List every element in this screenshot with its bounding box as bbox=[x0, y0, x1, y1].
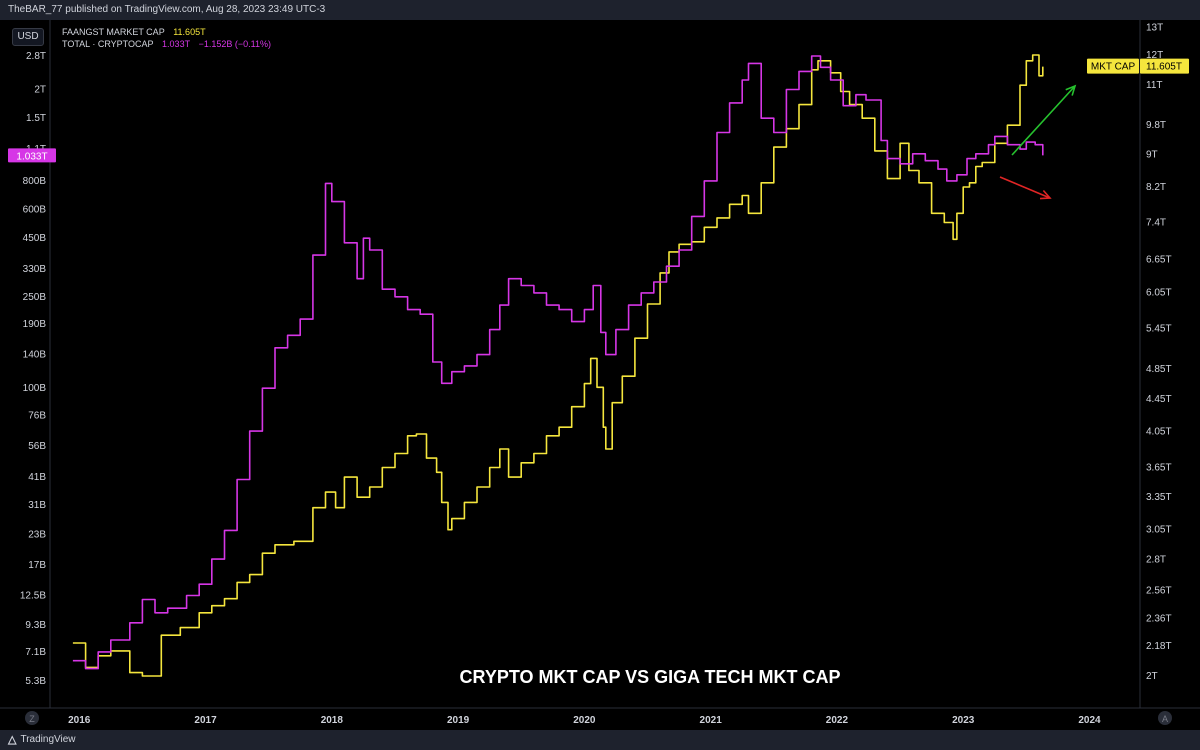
arrow-up-shaft bbox=[1011, 85, 1076, 156]
left-tick-label: 23B bbox=[28, 530, 46, 541]
price-labels: 1.033T MKT CAP 11.605T bbox=[8, 58, 1189, 163]
faangst-price-tag bbox=[1140, 58, 1189, 74]
legend-series2-value: 1.033T bbox=[162, 39, 191, 49]
left-tick-label: 9.3B bbox=[25, 620, 46, 631]
series-line-crypto bbox=[72, 55, 1044, 670]
right-tick-label: 6.65T bbox=[1146, 255, 1172, 266]
mktcap-name-tag-label: MKT CAP bbox=[1091, 62, 1136, 73]
left-tick-label: 100B bbox=[23, 383, 47, 394]
left-tick-label: 250B bbox=[23, 292, 47, 303]
publish-line: TheBAR_77 published on TradingView.com, … bbox=[8, 4, 326, 15]
legend-series2-change: −1.152B (−0.11%) bbox=[198, 39, 271, 49]
series-line-faangst bbox=[72, 54, 1044, 677]
legend-row-crypto[interactable]: TOTAL · CRYPTOCAP 1.033T −1.152B (−0.11%… bbox=[62, 38, 277, 50]
left-tick-label: 5.3B bbox=[25, 676, 46, 687]
left-tick-label: 600B bbox=[23, 205, 47, 216]
right-tick-label: 5.45T bbox=[1146, 324, 1172, 335]
right-tick-label: 2.8T bbox=[1146, 554, 1166, 565]
x-tick-label: 2017 bbox=[194, 715, 217, 726]
x-tick-label: 2021 bbox=[700, 715, 723, 726]
left-tick-label: 800B bbox=[23, 176, 47, 187]
auto-scale-left-button[interactable] bbox=[25, 711, 39, 725]
arrow-down-shaft bbox=[999, 176, 1051, 199]
auto-scale-left-label: Z bbox=[29, 714, 35, 724]
crypto-price-tag-label: 1.033T bbox=[16, 151, 47, 162]
x-tick-label: 2024 bbox=[1078, 715, 1101, 726]
left-tick-label: 2T bbox=[34, 85, 46, 96]
footer-bar: △ TradingView bbox=[0, 730, 1200, 750]
right-tick-label: 4.85T bbox=[1146, 364, 1172, 375]
right-price-axis[interactable]: 13T 12T 11T 9.8T 9T 8.2T 7.4T 6.65T 6.05T 5.45T 4.… bbox=[1146, 22, 1172, 682]
chart-area[interactable]: 2016 2017 2018 2019 2020 2021 2022 2023 2024 Z A 2… bbox=[0, 20, 1200, 730]
tradingview-brand: TradingView bbox=[20, 734, 76, 745]
chart-title: CRYPTO MKT CAP VS GIGA TECH MKT CAP bbox=[459, 667, 840, 687]
left-tick-label: 12.5B bbox=[20, 590, 46, 601]
left-price-axis[interactable]: 2.8T2T1.5T1.1T800B600B450B330B250B190B14… bbox=[20, 51, 46, 687]
left-tick-label: 41B bbox=[28, 472, 46, 483]
left-tick-label: 450B bbox=[23, 233, 47, 244]
left-tick-label: 330B bbox=[23, 264, 47, 275]
left-tick-label: 17B bbox=[28, 560, 46, 571]
legend-series1-value: 11.605T bbox=[173, 27, 206, 37]
right-tick-label: 4.45T bbox=[1146, 394, 1172, 405]
arrow-up-head bbox=[1065, 84, 1077, 96]
right-tick-label: 3.65T bbox=[1146, 463, 1172, 474]
right-tick-label: 2.56T bbox=[1146, 585, 1172, 596]
annotation-arrows bbox=[999, 84, 1077, 200]
x-tick-label: 2016 bbox=[68, 715, 91, 726]
chart-svg: 2016 2017 2018 2019 2020 2021 2022 2023 2024 Z A 2… bbox=[0, 20, 1200, 726]
x-tick-label: 2023 bbox=[952, 715, 975, 726]
right-tick-label: 2T bbox=[1146, 671, 1158, 682]
series-layer bbox=[72, 54, 1044, 677]
right-tick-label: 8.2T bbox=[1146, 182, 1166, 193]
right-tick-label: 13T bbox=[1146, 22, 1163, 33]
right-tick-label: 9.8T bbox=[1146, 120, 1166, 131]
right-tick-label: 3.35T bbox=[1146, 492, 1172, 503]
left-tick-label: 2.8T bbox=[26, 51, 46, 62]
currency-button[interactable]: USD bbox=[12, 28, 44, 46]
right-tick-label: 3.05T bbox=[1146, 525, 1172, 536]
right-tick-label: 6.05T bbox=[1146, 287, 1172, 298]
legend-series1-name: FAANGST MARKET CAP bbox=[62, 27, 165, 37]
publish-header: TheBAR_77 published on TradingView.com, … bbox=[0, 0, 1200, 20]
mktcap-name-tag bbox=[1087, 58, 1139, 74]
x-tick-label: 2019 bbox=[447, 715, 470, 726]
right-tick-label: 2.36T bbox=[1146, 614, 1172, 625]
right-tick-label: 11T bbox=[1146, 80, 1163, 91]
x-tick-label: 2020 bbox=[573, 715, 596, 726]
right-tick-label: 2.18T bbox=[1146, 641, 1172, 652]
left-tick-label: 76B bbox=[28, 411, 46, 422]
left-tick-label: 190B bbox=[23, 319, 47, 330]
left-tick-label: 1.5T bbox=[26, 113, 46, 124]
tradingview-icon: △ bbox=[8, 734, 17, 746]
right-tick-label: 7.4T bbox=[1146, 218, 1166, 229]
right-tick-label: 9T bbox=[1146, 150, 1158, 161]
auto-scale-right-label: A bbox=[1162, 714, 1168, 724]
legend-series2-name: TOTAL · CRYPTOCAP bbox=[62, 39, 154, 49]
x-tick-label: 2018 bbox=[321, 715, 344, 726]
left-tick-label: 7.1B bbox=[25, 647, 46, 658]
x-axis: 2016 2017 2018 2019 2020 2021 2022 2023 2024 Z A bbox=[0, 20, 1200, 726]
tradingview-logo[interactable]: △ TradingView bbox=[8, 730, 76, 750]
crypto-price-tag bbox=[8, 148, 56, 163]
legend: FAANGST MARKET CAP 11.605T TOTAL · CRYPT… bbox=[62, 26, 277, 50]
faangst-price-tag-label: 11.605T bbox=[1146, 62, 1182, 73]
left-tick-label: 140B bbox=[23, 350, 47, 361]
arrow-down-head bbox=[1039, 189, 1052, 200]
auto-scale-right-button[interactable] bbox=[1158, 711, 1172, 725]
left-tick-label: 56B bbox=[28, 441, 46, 452]
legend-row-faangst[interactable]: FAANGST MARKET CAP 11.605T bbox=[62, 26, 277, 38]
x-tick-label: 2022 bbox=[826, 715, 849, 726]
right-tick-label: 4.05T bbox=[1146, 426, 1172, 437]
left-tick-label: 31B bbox=[28, 500, 46, 511]
right-tick-label: 12T bbox=[1146, 50, 1163, 61]
